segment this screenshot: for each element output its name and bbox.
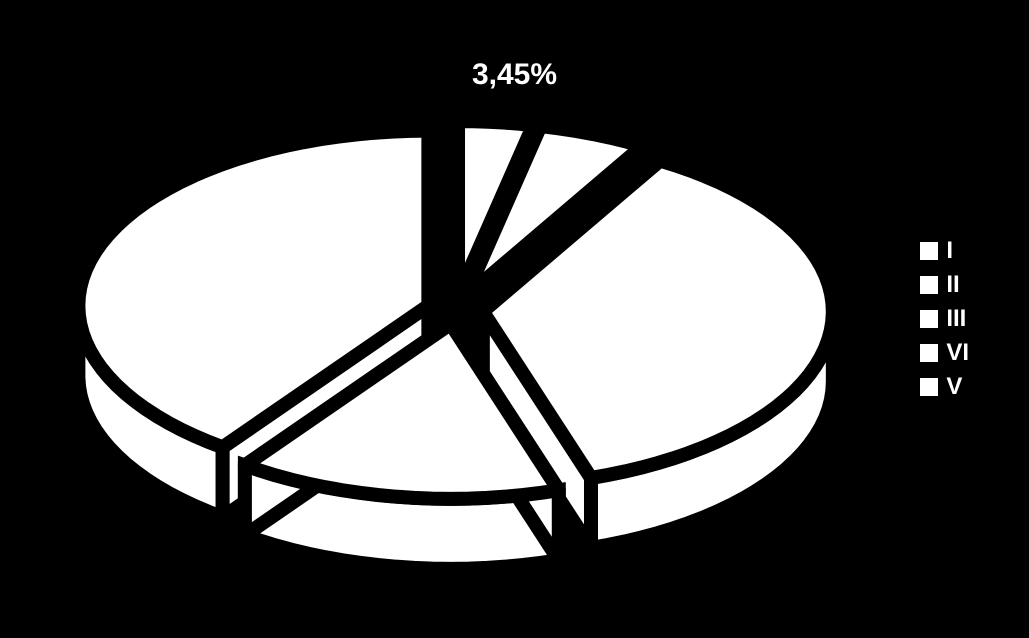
- legend-swatch-icon: [920, 310, 938, 328]
- legend-item: II: [920, 271, 969, 299]
- legend-label: III: [946, 305, 966, 333]
- legend-label: II: [946, 271, 959, 299]
- legend-swatch-icon: [920, 242, 938, 260]
- legend-item: V: [920, 373, 969, 401]
- pie-chart: [0, 0, 1029, 638]
- legend-label: V: [946, 373, 962, 401]
- legend-item: VI: [920, 339, 969, 367]
- legend-swatch-icon: [920, 378, 938, 396]
- legend-swatch-icon: [920, 344, 938, 362]
- legend-item: III: [920, 305, 969, 333]
- slice-percent-label: 3,45%: [472, 58, 557, 92]
- legend-item: I: [920, 237, 969, 265]
- legend-label: I: [946, 237, 953, 265]
- legend-label: VI: [946, 339, 969, 367]
- legend: IIIIIIVIV: [920, 231, 969, 407]
- legend-swatch-icon: [920, 276, 938, 294]
